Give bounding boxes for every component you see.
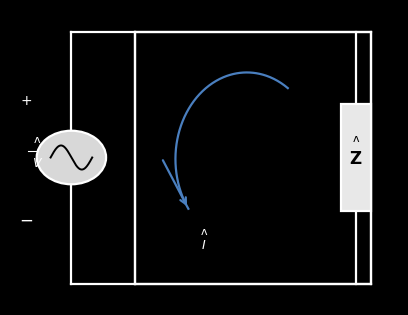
Bar [341,104,371,211]
Text: Z: Z [350,150,362,168]
Text: −: − [20,211,33,230]
Text: I: I [202,239,206,252]
Text: V: V [33,157,41,170]
Text: +: + [21,94,32,108]
Bar [135,32,371,284]
Text: ʌ: ʌ [201,226,207,237]
Text: ʌ: ʌ [33,135,40,145]
Text: ʌ: ʌ [353,134,359,144]
Circle shape [37,131,106,184]
